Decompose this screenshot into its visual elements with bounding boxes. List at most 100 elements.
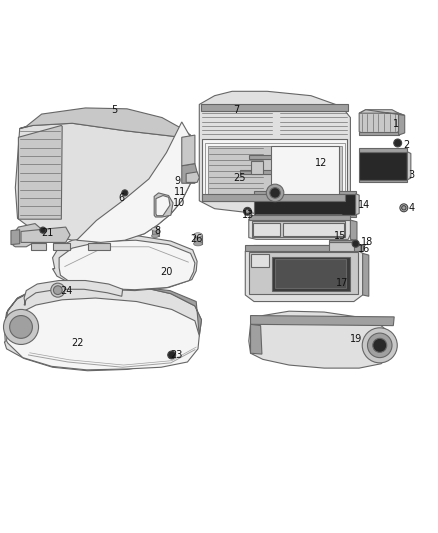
Ellipse shape	[194, 241, 202, 246]
Polygon shape	[252, 221, 345, 237]
Text: 17: 17	[336, 278, 349, 288]
Circle shape	[352, 240, 359, 247]
Polygon shape	[251, 254, 269, 266]
Polygon shape	[307, 174, 311, 185]
Circle shape	[400, 204, 408, 212]
Polygon shape	[77, 122, 193, 243]
Text: 10: 10	[173, 198, 185, 207]
Polygon shape	[249, 215, 353, 239]
Polygon shape	[182, 164, 197, 183]
Polygon shape	[199, 91, 350, 215]
Text: 22: 22	[72, 338, 84, 348]
Polygon shape	[12, 223, 42, 247]
Circle shape	[51, 283, 65, 297]
Text: 6: 6	[119, 193, 125, 203]
Polygon shape	[271, 146, 339, 197]
Polygon shape	[20, 108, 191, 138]
Circle shape	[244, 207, 251, 215]
Circle shape	[4, 310, 39, 344]
Text: 12: 12	[315, 158, 328, 168]
Polygon shape	[53, 243, 70, 250]
Ellipse shape	[152, 228, 159, 231]
Polygon shape	[359, 132, 399, 135]
Circle shape	[402, 206, 406, 210]
Circle shape	[266, 184, 284, 201]
Polygon shape	[208, 146, 342, 197]
Polygon shape	[253, 223, 280, 236]
Ellipse shape	[152, 234, 159, 238]
Polygon shape	[356, 194, 359, 215]
Circle shape	[270, 188, 280, 198]
Text: 7: 7	[233, 104, 240, 115]
Polygon shape	[251, 160, 263, 174]
Text: 19: 19	[350, 334, 363, 344]
Circle shape	[362, 328, 397, 363]
Polygon shape	[156, 196, 170, 216]
Text: 20: 20	[160, 267, 172, 277]
Polygon shape	[154, 193, 173, 217]
Circle shape	[245, 209, 250, 214]
Polygon shape	[407, 152, 411, 180]
Polygon shape	[275, 260, 346, 288]
Circle shape	[122, 190, 128, 196]
Text: 15: 15	[334, 231, 346, 241]
Text: 23: 23	[170, 350, 182, 360]
Polygon shape	[202, 140, 347, 201]
Text: 9: 9	[174, 176, 180, 185]
Polygon shape	[318, 159, 322, 174]
Polygon shape	[249, 215, 350, 220]
Circle shape	[40, 227, 46, 233]
Text: 21: 21	[41, 228, 53, 238]
Polygon shape	[359, 152, 407, 180]
Polygon shape	[249, 311, 394, 368]
Polygon shape	[240, 170, 307, 174]
Text: 2: 2	[403, 140, 409, 150]
Polygon shape	[328, 242, 354, 251]
Polygon shape	[31, 243, 46, 250]
Polygon shape	[399, 113, 405, 135]
Text: 5: 5	[112, 105, 118, 115]
Circle shape	[394, 139, 402, 147]
Circle shape	[367, 333, 392, 358]
Text: 4: 4	[408, 203, 414, 213]
Text: 16: 16	[358, 244, 371, 254]
Polygon shape	[152, 229, 159, 236]
Polygon shape	[350, 220, 357, 240]
Text: 18: 18	[361, 237, 374, 247]
Circle shape	[10, 316, 32, 338]
Polygon shape	[201, 104, 348, 111]
Polygon shape	[59, 240, 195, 290]
Polygon shape	[359, 110, 405, 115]
Polygon shape	[272, 257, 350, 290]
Text: 24: 24	[60, 286, 73, 296]
Circle shape	[53, 286, 62, 295]
Text: 14: 14	[358, 200, 371, 210]
Polygon shape	[21, 227, 70, 243]
Polygon shape	[88, 243, 110, 250]
Polygon shape	[359, 148, 407, 152]
Text: 8: 8	[155, 226, 161, 236]
Polygon shape	[182, 135, 195, 166]
Polygon shape	[7, 298, 199, 370]
Polygon shape	[249, 155, 318, 179]
Polygon shape	[283, 223, 344, 236]
Polygon shape	[4, 282, 201, 336]
Polygon shape	[18, 125, 62, 219]
Polygon shape	[245, 246, 363, 302]
Text: 11: 11	[174, 187, 187, 197]
Polygon shape	[15, 123, 193, 243]
Polygon shape	[363, 253, 369, 296]
Polygon shape	[328, 240, 354, 242]
Circle shape	[168, 351, 176, 359]
Text: 13: 13	[242, 210, 254, 220]
Polygon shape	[202, 194, 345, 201]
Polygon shape	[11, 230, 20, 245]
Polygon shape	[359, 110, 399, 135]
Polygon shape	[24, 280, 123, 305]
Text: 1: 1	[393, 119, 399, 129]
Polygon shape	[53, 236, 197, 290]
Ellipse shape	[194, 233, 202, 237]
Polygon shape	[249, 253, 358, 294]
Polygon shape	[254, 191, 356, 194]
Polygon shape	[359, 180, 407, 182]
